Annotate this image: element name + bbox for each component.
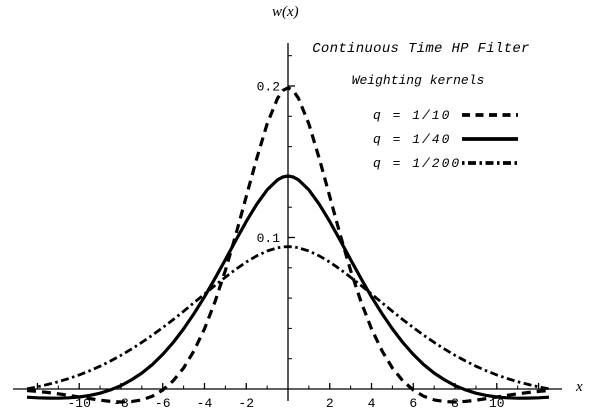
legend-line-sample-dash-dot [462,161,518,165]
legend-label: q = 1/40 [373,131,452,147]
chart-title: Continuous Time HP Filter [312,41,530,57]
legend-row: q = 1/10 [373,103,518,127]
curve-q-1-200 [26,245,550,391]
x-tick-label: -4 [197,396,213,411]
legend-row: q = 1/40 [373,127,518,151]
x-tick-label: -6 [155,396,171,411]
curve-q-1-10 [26,86,550,404]
x-tick-label: 10 [489,396,505,411]
legend: q = 1/10 q = 1/40 q = 1/200 [373,103,518,175]
x-axis-label: x [576,379,583,395]
y-axis-label: w(x) [272,4,299,20]
y-tick-label: 0.2 [257,80,280,95]
x-tick-label: 2 [326,396,334,411]
x-tick-label: -10 [67,396,90,411]
x-tick-label: 4 [368,396,376,411]
x-tick-label: 6 [409,396,417,411]
legend-label: q = 1/10 [373,107,452,123]
legend-row: q = 1/200 [373,151,518,175]
legend-line-sample-solid [462,137,518,141]
chart-subtitle: Weighting kernels [351,73,485,88]
legend-label: q = 1/200 [373,155,462,171]
curve-q-1-40 [26,174,550,400]
x-tick-label: -2 [238,396,254,411]
legend-line-sample-dashed [462,113,518,117]
y-tick-label: 0.1 [257,231,281,246]
